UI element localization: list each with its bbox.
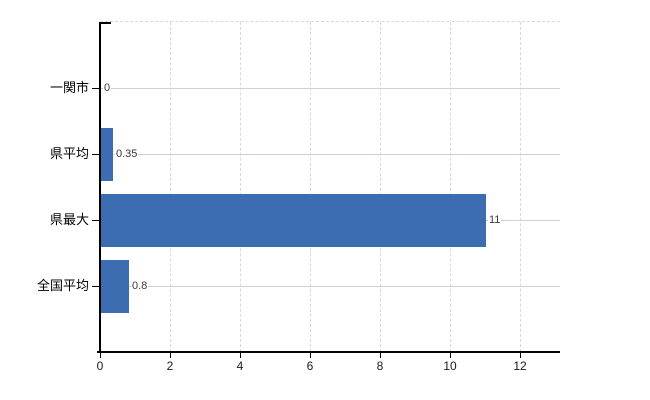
x-axis-tick-label: 8 bbox=[376, 359, 384, 373]
bar-value-label: 0 bbox=[103, 81, 112, 95]
gridline-vertical bbox=[170, 22, 171, 352]
x-axis-tick bbox=[310, 353, 311, 358]
category-label: 県平均 bbox=[49, 146, 89, 161]
gridline-vertical bbox=[380, 22, 382, 352]
plot-top-border bbox=[100, 21, 560, 22]
x-axis-tick-label: 0 bbox=[96, 359, 104, 373]
gridline-vertical bbox=[520, 22, 522, 352]
x-axis-tick bbox=[450, 353, 451, 358]
gridline-horizontal bbox=[100, 286, 560, 287]
y-axis-tick bbox=[92, 286, 99, 287]
gridline-vertical bbox=[450, 22, 452, 352]
gridline-horizontal bbox=[100, 154, 560, 155]
gridline-vertical bbox=[310, 22, 312, 352]
x-axis-tick-label: 4 bbox=[236, 359, 244, 373]
x-axis-tick bbox=[520, 353, 521, 358]
x-axis-tick bbox=[240, 353, 241, 358]
x-axis-tick bbox=[380, 353, 381, 358]
y-axis-line bbox=[99, 22, 101, 353]
y-axis-tick bbox=[92, 88, 99, 89]
category-label: 県最大 bbox=[49, 212, 89, 227]
x-axis-tick-label: 10 bbox=[443, 359, 457, 373]
category-label: 一関市 bbox=[49, 80, 89, 95]
bar-value-label: 11 bbox=[488, 213, 502, 227]
bar-value-label: 0.8 bbox=[131, 279, 149, 293]
gridline-vertical bbox=[240, 22, 242, 352]
x-axis-tick-label: 2 bbox=[166, 359, 174, 373]
bar bbox=[101, 128, 113, 181]
y-axis-tick bbox=[92, 220, 99, 221]
y-axis-tick bbox=[92, 154, 99, 155]
x-axis-tick-label: 12 bbox=[513, 359, 527, 373]
x-axis-line bbox=[97, 351, 560, 353]
x-axis-tick bbox=[170, 353, 171, 358]
x-axis-tick-label: 6 bbox=[306, 359, 314, 373]
bar bbox=[101, 194, 486, 247]
gridline-horizontal bbox=[100, 88, 560, 89]
bar-value-label: 0.35 bbox=[115, 147, 139, 161]
y-axis-top-cap bbox=[99, 22, 111, 24]
category-label: 全国平均 bbox=[36, 278, 89, 293]
x-axis-tick bbox=[100, 353, 101, 358]
bar bbox=[101, 260, 129, 313]
